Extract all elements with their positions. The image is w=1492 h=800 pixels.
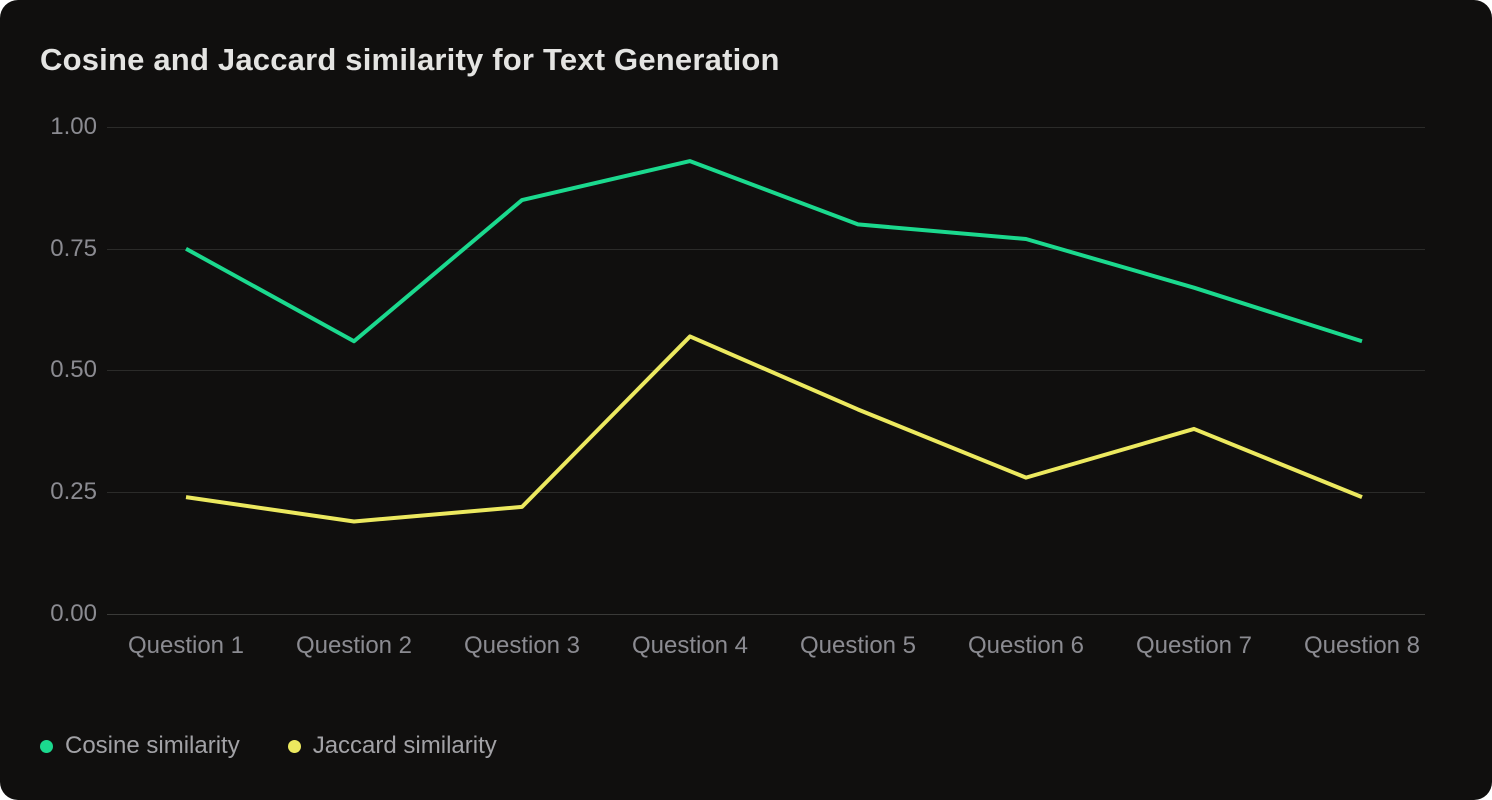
series-line-0[interactable]	[185, 159, 1363, 344]
x-tick-label: Question 6	[967, 632, 1085, 659]
chart-legend: Cosine similarity Jaccard similarity	[40, 724, 497, 768]
legend-label: Cosine similarity	[65, 732, 240, 759]
cosine-series-dot-icon	[40, 739, 53, 753]
x-axis-line	[107, 614, 1425, 615]
y-tick-label: 0.50	[50, 356, 97, 383]
y-tick-label: 0.75	[50, 235, 97, 262]
gridline-0.75	[107, 249, 1425, 250]
x-tick-label: Question 7	[1135, 632, 1253, 659]
legend-item-jaccard[interactable]: Jaccard similarity	[287, 732, 497, 760]
chart-title: Cosine and Jaccard similarity for Text G…	[40, 42, 780, 77]
series-line-1[interactable]	[185, 334, 1363, 524]
legend-label: Jaccard similarity	[312, 732, 497, 759]
gridline-0.25	[107, 492, 1425, 493]
x-tick-label: Question 5	[799, 632, 917, 659]
y-tick-label: 0.25	[50, 478, 97, 505]
x-tick-label: Question 8	[1303, 632, 1421, 659]
jaccard-series-dot-icon	[287, 739, 301, 753]
x-tick-label: Question 4	[631, 632, 749, 659]
x-tick-label: Question 1	[127, 632, 245, 659]
x-tick-label: Question 2	[295, 632, 413, 659]
y-tick-label: 0.00	[50, 600, 97, 627]
legend-item-cosine[interactable]: Cosine similarity	[40, 732, 240, 760]
y-tick-label: 1.00	[50, 113, 97, 140]
x-tick-label: Question 3	[463, 632, 581, 659]
gridline-1.00	[107, 127, 1425, 128]
